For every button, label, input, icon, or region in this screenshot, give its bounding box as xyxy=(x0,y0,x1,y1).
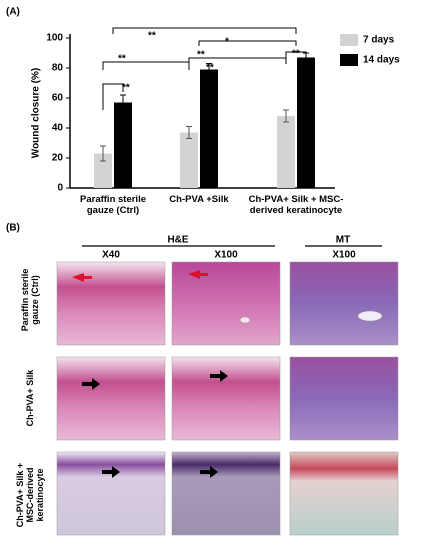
y-tick-label: 100 xyxy=(46,33,63,44)
significance-mark: ** xyxy=(118,54,126,65)
row-label: Ch-PVA+ Silk + MSC-derived keratinocyte xyxy=(15,462,45,528)
significance-bracket xyxy=(102,61,190,70)
significance-mark: ** xyxy=(292,49,300,60)
bar xyxy=(114,102,132,188)
x-tick-label: Ch-PVA+ Silk + MSC-derived keratinocyte xyxy=(248,194,344,216)
y-tick-label: 80 xyxy=(52,63,64,74)
significance-mark: * xyxy=(225,37,229,48)
y-tick-label: 20 xyxy=(52,153,64,164)
error-bar xyxy=(120,94,126,111)
panel-label: (B) xyxy=(6,223,20,234)
significance-mark: ** xyxy=(122,83,130,94)
significance-mark: ** xyxy=(197,50,205,61)
significance-bracket xyxy=(102,83,124,110)
magnification: X40 xyxy=(102,250,120,261)
panel-label: (A) xyxy=(6,7,20,18)
bar xyxy=(180,132,198,188)
row-label: Ch-PVA+ Silk xyxy=(25,369,35,427)
significance-bracket xyxy=(112,27,297,34)
bar xyxy=(200,69,218,188)
bar xyxy=(277,116,295,188)
error-bar xyxy=(100,145,106,162)
y-axis-label: Wound closure (%) xyxy=(31,68,42,158)
significance-mark: ** xyxy=(206,63,214,74)
row-label: Paraffin sterile gauze (Ctrl) xyxy=(20,268,40,332)
significance-mark: ** xyxy=(148,31,156,42)
magnification: X100 xyxy=(332,250,356,261)
y-tick-label: 60 xyxy=(52,93,64,104)
group-label: MT xyxy=(336,235,350,246)
y-tick-label: 40 xyxy=(52,123,64,134)
x-tick-label: Paraffin sterile gauze (Ctrl) xyxy=(80,194,146,216)
y-tick-label: 0 xyxy=(57,183,63,194)
significance-bracket xyxy=(188,57,287,64)
legend-swatch xyxy=(340,54,358,66)
x-tick-label: Ch-PVA +Silk xyxy=(169,194,229,205)
histology-images xyxy=(56,261,399,536)
error-bar xyxy=(283,109,289,123)
legend-label: 7 days xyxy=(363,35,395,46)
significance-bracket xyxy=(198,40,297,46)
magnification: X100 xyxy=(214,250,238,261)
arrows xyxy=(72,270,228,478)
group-label: H&E xyxy=(167,235,188,246)
legend-swatch xyxy=(340,34,358,46)
bar xyxy=(94,153,112,188)
significance-bracket xyxy=(285,51,307,60)
error-bar xyxy=(186,126,192,139)
bar xyxy=(297,57,315,188)
legend-label: 14 days xyxy=(363,55,400,66)
